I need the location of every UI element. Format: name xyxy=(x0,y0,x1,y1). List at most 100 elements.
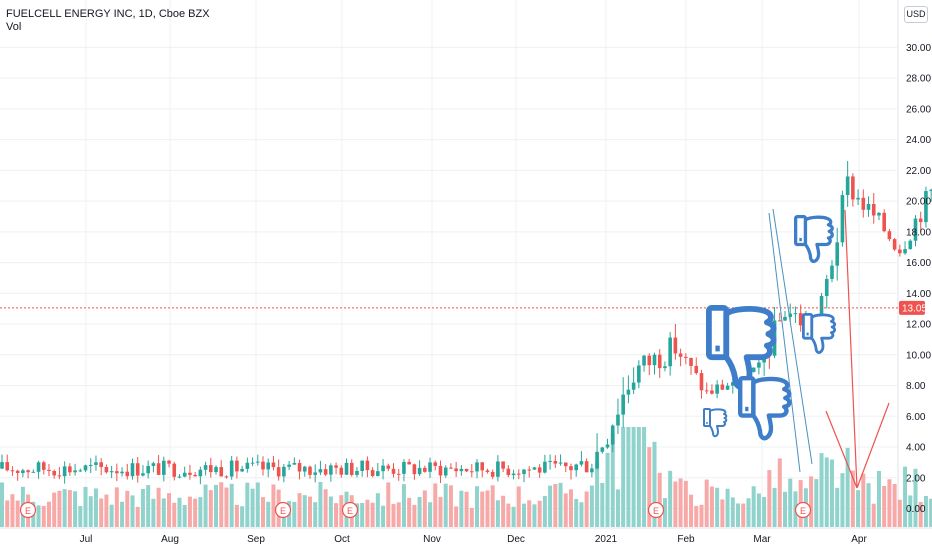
candle-body xyxy=(83,465,88,471)
candle-body xyxy=(94,462,98,465)
volume-bar xyxy=(558,482,563,527)
candle-body xyxy=(318,469,323,473)
candle-body xyxy=(276,467,281,477)
candle-body xyxy=(287,464,291,467)
volume-bar xyxy=(156,487,161,527)
volume-bar xyxy=(490,485,495,527)
volume-bar xyxy=(814,479,819,527)
volume-bar xyxy=(673,481,678,527)
x-tick-label: Mar xyxy=(753,534,771,545)
volume-bar xyxy=(93,488,98,527)
volume-bar xyxy=(475,486,480,527)
candle-body xyxy=(449,467,453,469)
earnings-marker: E xyxy=(274,501,292,519)
volume-bar xyxy=(41,505,46,527)
volume-bar xyxy=(642,427,647,527)
y-tick-label: 12.00 xyxy=(906,320,931,331)
volume-bar xyxy=(234,504,239,527)
candle-body xyxy=(10,470,15,472)
volume-bar xyxy=(913,468,918,527)
volume-bar xyxy=(725,488,730,527)
volume-bar xyxy=(903,466,908,527)
candle-body xyxy=(563,462,568,467)
price-axis[interactable]: 0.00 2.00 4.00 6.00 8.00 10.00 12.00 14.00 16.00… xyxy=(906,43,931,515)
y-tick-label: 24.00 xyxy=(906,135,931,146)
candle-body xyxy=(396,473,401,475)
volume-bar xyxy=(203,484,208,527)
candle-body xyxy=(329,465,333,475)
candle-body xyxy=(386,465,391,469)
candle-body xyxy=(490,471,495,477)
candle-body xyxy=(193,474,197,477)
volume-bar xyxy=(88,496,93,527)
candle-body xyxy=(715,384,719,394)
candle-body xyxy=(156,463,161,475)
x-tick-label: Feb xyxy=(677,534,695,545)
candle-body xyxy=(757,362,761,368)
candle-body xyxy=(99,462,103,468)
candle-body xyxy=(407,461,411,465)
volume-bar xyxy=(214,484,219,527)
candle-body xyxy=(882,212,886,232)
candle-body xyxy=(866,204,871,210)
volume-bar xyxy=(819,453,824,527)
volume-bar xyxy=(401,484,406,527)
down-arrow-drawing[interactable] xyxy=(844,209,890,489)
volume-bar xyxy=(876,470,881,527)
candle-body xyxy=(824,278,829,297)
volume-bar xyxy=(151,498,156,527)
volume-bar xyxy=(99,498,104,527)
candle-body xyxy=(840,195,845,243)
volume-bar xyxy=(323,489,328,527)
volume-bar xyxy=(193,498,198,527)
volume-bar xyxy=(443,483,448,527)
volume-bar xyxy=(354,503,359,527)
volume-bar xyxy=(208,490,213,527)
candle-body xyxy=(663,366,667,369)
volume-bar xyxy=(219,482,224,527)
candle-body xyxy=(355,470,359,475)
candle-body xyxy=(673,337,678,354)
volume-bar xyxy=(0,482,4,527)
volume-bar xyxy=(689,494,694,527)
candle-body xyxy=(423,467,427,472)
y-tick-label: 18.00 xyxy=(906,227,931,238)
currency-button[interactable]: USD xyxy=(904,6,928,23)
candle-body xyxy=(652,354,657,366)
volume-bar xyxy=(67,490,72,527)
volume-bar xyxy=(657,472,662,527)
trend-line[interactable] xyxy=(768,212,801,473)
candle-body xyxy=(344,462,349,475)
candle-body xyxy=(856,197,860,200)
candle-body xyxy=(240,468,244,472)
thumbs-down-drawings xyxy=(703,215,837,441)
arrow-side-line[interactable] xyxy=(825,410,858,489)
volume-bar xyxy=(52,492,57,527)
volume-bar xyxy=(871,503,876,527)
candle-body xyxy=(887,231,892,240)
candle-body xyxy=(203,465,208,470)
time-axis[interactable]: Jul Aug Sep Oct Nov Dec 2021 Feb Mar Apr xyxy=(0,527,932,545)
volume-bar xyxy=(532,504,537,527)
drawings[interactable] xyxy=(768,208,890,489)
volume-bar xyxy=(177,497,182,527)
volume-bar xyxy=(527,500,532,527)
volume-bar xyxy=(104,494,109,527)
volume-bar xyxy=(767,470,772,527)
volume-bar xyxy=(161,498,166,527)
volume-bar xyxy=(840,473,845,527)
volume-bar xyxy=(339,495,344,527)
volume-bar xyxy=(391,503,396,527)
candle-body xyxy=(78,470,83,472)
volume-bar xyxy=(647,447,652,527)
trend-line[interactable] xyxy=(772,208,813,465)
volume-bar xyxy=(615,489,620,527)
thumbs-down-icon xyxy=(794,215,834,263)
candle-body xyxy=(532,467,537,470)
volume-bar xyxy=(448,485,453,527)
volume-bar xyxy=(495,500,500,527)
candle-body xyxy=(417,467,422,475)
volume-bar xyxy=(584,491,589,527)
